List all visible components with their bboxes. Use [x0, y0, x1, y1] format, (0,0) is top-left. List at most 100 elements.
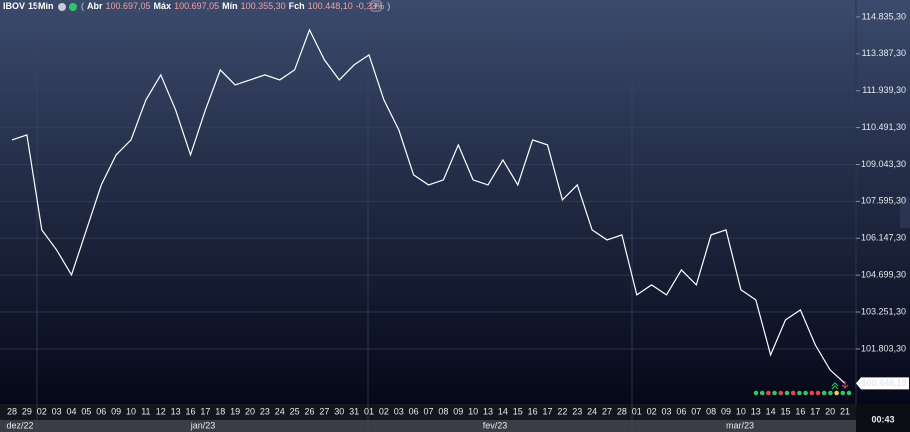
x-tick-label: 18 — [215, 406, 225, 416]
x-tick-label: 29 — [22, 406, 32, 416]
status-dot — [809, 390, 815, 396]
plot-background — [0, 0, 910, 404]
status-dot — [803, 390, 808, 396]
x-tick-label: 05 — [81, 406, 91, 416]
x-tick-label: 07 — [423, 406, 433, 416]
header-item: Fch — [289, 1, 305, 11]
x-tick-label: 13 — [171, 406, 181, 416]
x-tick-label: 14 — [766, 406, 776, 416]
x-tick-label: 16 — [528, 406, 538, 416]
y-tick-label: 101.803,30 — [861, 343, 906, 353]
side-handle[interactable] — [900, 196, 910, 228]
month-label: dez/22 — [6, 420, 33, 430]
add-button[interactable] — [370, 0, 382, 12]
header-item: 100.697,05 — [106, 1, 151, 11]
x-tick-label: 28 — [617, 406, 627, 416]
header-item: 100.697,05 — [174, 1, 219, 11]
down-arrow — [841, 381, 849, 389]
status-dot — [759, 390, 765, 396]
x-tick-label: 07 — [691, 406, 701, 416]
x-tick-label: 06 — [676, 406, 686, 416]
y-tick-label: 109.043,30 — [861, 159, 906, 169]
header-item: 100.448,10 — [308, 1, 353, 11]
x-tick-label: 01 — [632, 406, 642, 416]
header-item: 100.355,30 — [241, 1, 286, 11]
y-tick-label: 104.699,30 — [861, 270, 906, 280]
status-dot — [772, 390, 777, 396]
x-tick-label: 17 — [200, 406, 210, 416]
x-tick-label: 16 — [185, 406, 195, 416]
x-tick-label: 13 — [751, 406, 761, 416]
x-tick-label: 08 — [438, 406, 448, 416]
x-tick-label: 27 — [319, 406, 329, 416]
x-tick-label: 08 — [706, 406, 716, 416]
x-tick-label: 31 — [349, 406, 359, 416]
x-tick-label: 03 — [661, 406, 671, 416]
x-tick-label: 15 — [780, 406, 790, 416]
x-tick-label: 15 — [513, 406, 523, 416]
x-tick-label: 10 — [468, 406, 478, 416]
header-item: Mín — [222, 1, 238, 11]
x-tick-label: 30 — [334, 406, 344, 416]
x-tick-label: 04 — [66, 406, 76, 416]
x-tick-label: 12 — [156, 406, 166, 416]
header-item: Abr — [87, 1, 103, 11]
x-tick-label: 11 — [141, 406, 150, 416]
header-item: 15Min — [28, 1, 54, 11]
x-tick-label: 14 — [498, 406, 508, 416]
status-dot — [821, 390, 827, 396]
month-label: fev/23 — [483, 420, 508, 430]
x-tick-label: 24 — [275, 406, 285, 416]
status-dot — [790, 390, 796, 396]
status-dot — [797, 390, 802, 396]
close-icon — [58, 3, 66, 11]
x-tick-label: 10 — [126, 406, 136, 416]
header-item: ( — [81, 1, 84, 11]
x-tick-label: 26 — [304, 406, 314, 416]
current-price-label: 100.448,10 — [861, 378, 906, 388]
x-tick-label: 02 — [379, 406, 389, 416]
month-label: jan/23 — [190, 420, 216, 430]
x-tick-label: 23 — [260, 406, 270, 416]
date-band — [0, 404, 856, 420]
x-tick-label: 06 — [96, 406, 106, 416]
status-dot — [828, 390, 833, 396]
x-tick-label: 01 — [364, 406, 374, 416]
status-dot — [766, 390, 771, 396]
clock: 00:43 — [871, 414, 894, 424]
y-tick-label: 111.939,30 — [862, 85, 906, 95]
x-tick-label: 28 — [7, 406, 17, 416]
x-tick-label: 13 — [483, 406, 493, 416]
x-tick-label: 02 — [37, 406, 47, 416]
x-tick-label: 23 — [572, 406, 582, 416]
x-tick-label: 21 — [840, 406, 850, 416]
clock-box — [856, 404, 910, 432]
current-price-box — [856, 377, 909, 390]
header: IBOV 15Min — [3, 1, 54, 11]
x-tick-label: 16 — [795, 406, 805, 416]
x-tick-label: 09 — [453, 406, 463, 416]
x-tick-label: 06 — [409, 406, 419, 416]
x-tick-label: 22 — [557, 406, 567, 416]
y-tick-label: 110.491,30 — [862, 122, 906, 132]
x-tick-label: 25 — [290, 406, 300, 416]
y-tick-label: 106.147,30 — [861, 233, 906, 243]
header-item: IBOV — [3, 1, 25, 11]
status-dot — [753, 390, 759, 396]
y-tick-label: 113.387,30 — [862, 48, 906, 58]
status-icon — [69, 3, 77, 11]
x-tick-label: 20 — [245, 406, 255, 416]
x-tick-label: 20 — [825, 406, 835, 416]
x-tick-label: 03 — [394, 406, 404, 416]
y-tick-label: 107.595,30 — [861, 196, 906, 206]
x-tick-label: 09 — [111, 406, 121, 416]
header-stats: (Abr 100.697,05 Máx 100.697,05 Mín 100.355,30… — [81, 1, 390, 11]
up-arrows — [831, 382, 839, 390]
y-tick-label: 114.835,30 — [862, 11, 906, 21]
x-tick-label: 24 — [587, 406, 597, 416]
y-tick-label: 103.251,30 — [861, 306, 906, 316]
x-tick-label: 19 — [230, 406, 240, 416]
status-dot — [778, 390, 784, 396]
header-item: ) — [387, 1, 390, 11]
